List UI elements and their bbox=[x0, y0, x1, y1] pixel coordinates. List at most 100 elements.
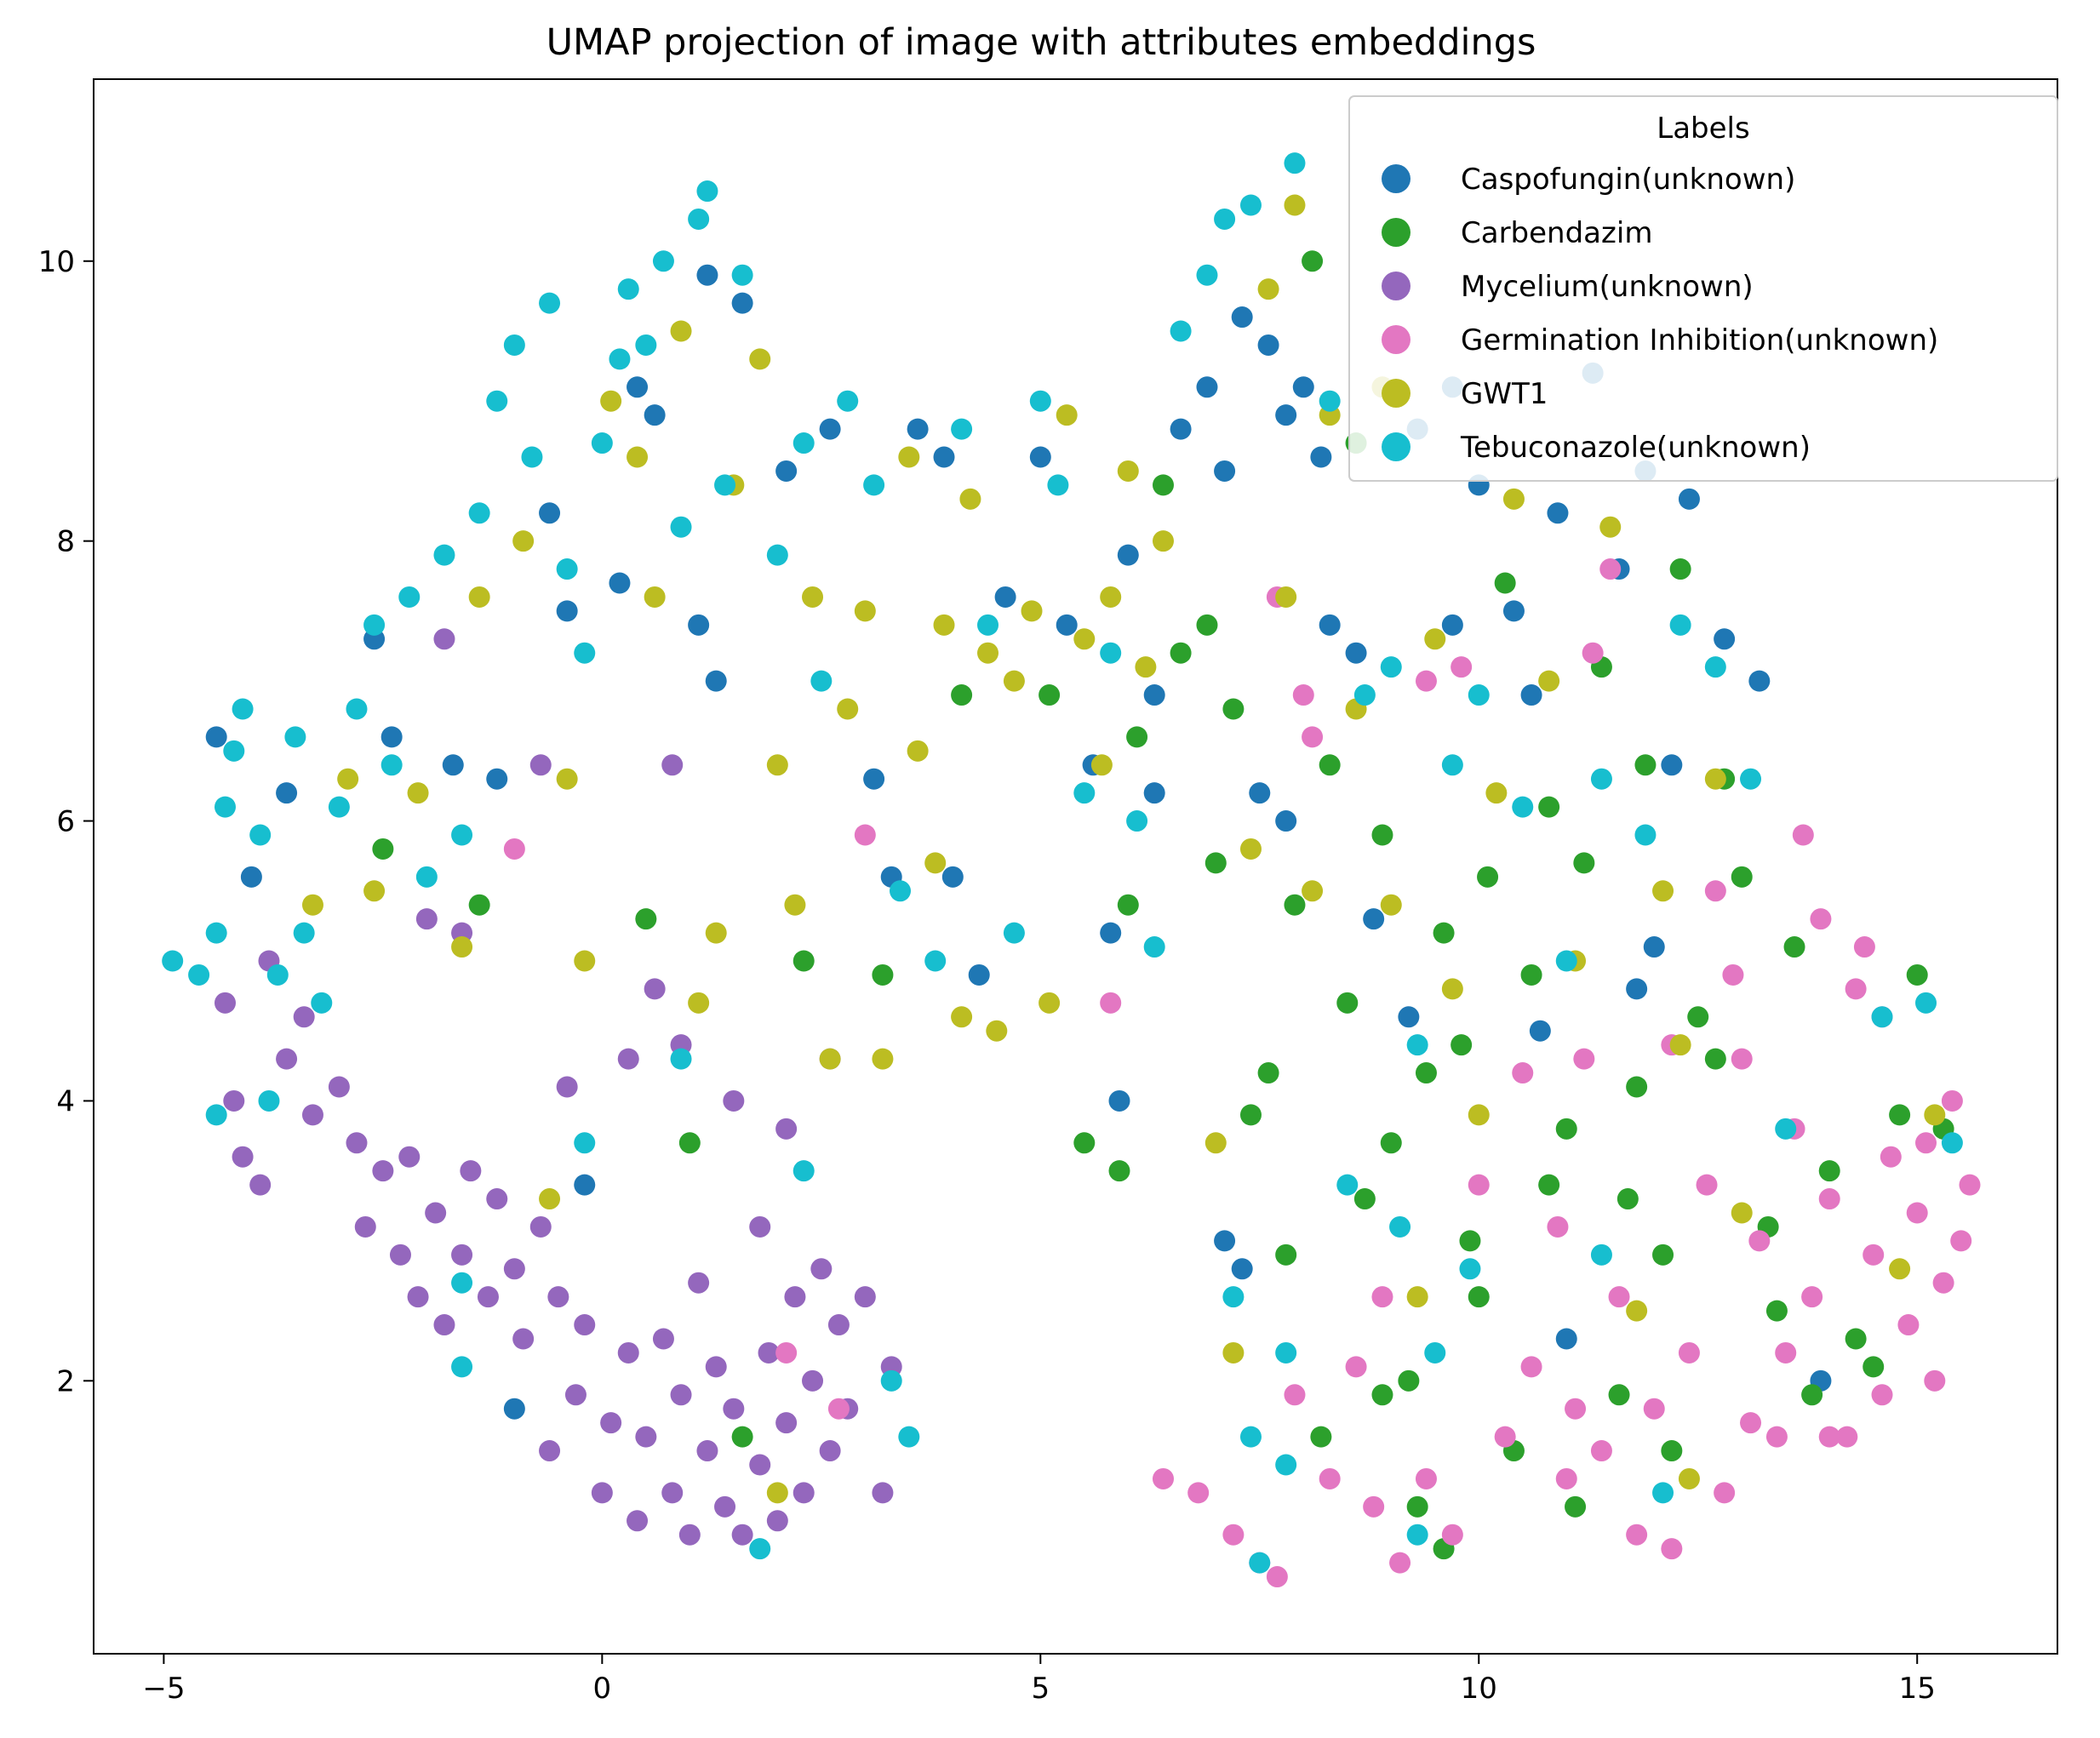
scatter-point bbox=[766, 754, 788, 776]
scatter-point bbox=[503, 1258, 525, 1280]
scatter-point bbox=[381, 754, 403, 776]
scatter-point bbox=[688, 208, 710, 230]
scatter-point bbox=[1371, 1384, 1393, 1406]
scatter-point bbox=[214, 796, 236, 818]
scatter-point bbox=[627, 1510, 649, 1532]
scatter-point bbox=[1100, 586, 1122, 608]
scatter-point bbox=[819, 1440, 841, 1462]
scatter-point bbox=[600, 390, 622, 412]
chart-title: UMAP projection of image with attributes… bbox=[546, 21, 1536, 64]
scatter-point bbox=[1731, 1202, 1753, 1224]
scatter-point bbox=[1029, 390, 1051, 412]
scatter-point bbox=[793, 1160, 815, 1182]
scatter-point bbox=[1468, 1174, 1490, 1196]
y-tick-label: 8 bbox=[56, 525, 75, 559]
scatter-point bbox=[547, 1286, 569, 1308]
scatter-point bbox=[1714, 1482, 1736, 1504]
scatter-point bbox=[1853, 936, 1875, 958]
scatter-point bbox=[1459, 1230, 1481, 1252]
scatter-point bbox=[574, 950, 596, 972]
legend-label: Tebuconazole(unknown) bbox=[1460, 431, 1811, 465]
scatter-point bbox=[521, 446, 543, 468]
plot-frame bbox=[93, 78, 2058, 1655]
scatter-point bbox=[1170, 642, 1192, 664]
scatter-point bbox=[1275, 404, 1297, 426]
scatter-point bbox=[1222, 698, 1245, 720]
scatter-point bbox=[1239, 194, 1262, 216]
scatter-point bbox=[1555, 950, 1577, 972]
scatter-point bbox=[1398, 1369, 1420, 1392]
scatter-point bbox=[723, 1398, 745, 1420]
scatter-point bbox=[503, 334, 525, 356]
scatter-point bbox=[591, 432, 613, 455]
scatter-point bbox=[1239, 1104, 1262, 1126]
scatter-point bbox=[872, 1482, 894, 1504]
scatter-point bbox=[907, 740, 929, 762]
scatter-point bbox=[1696, 1174, 1718, 1196]
scatter-point bbox=[1661, 1440, 1683, 1462]
x-tick-label: 5 bbox=[1031, 1672, 1050, 1706]
scatter-point bbox=[1363, 1495, 1385, 1518]
scatter-point bbox=[1214, 208, 1236, 230]
scatter-point bbox=[389, 1243, 411, 1266]
scatter-point bbox=[609, 348, 631, 370]
scatter-point bbox=[1941, 1089, 1963, 1112]
scatter-point bbox=[977, 642, 999, 664]
scatter-point bbox=[951, 684, 973, 706]
scatter-point bbox=[1292, 684, 1314, 706]
scatter-point bbox=[819, 1048, 841, 1070]
scatter-point bbox=[1143, 936, 1165, 958]
scatter-point bbox=[1906, 963, 1928, 986]
scatter-point bbox=[1880, 1146, 1902, 1168]
scatter-point bbox=[1170, 418, 1192, 440]
scatter-point bbox=[837, 698, 859, 720]
scatter-point bbox=[617, 278, 639, 300]
scatter-point bbox=[486, 390, 508, 412]
scatter-point bbox=[214, 992, 236, 1014]
legend-marker bbox=[1382, 164, 1410, 193]
scatter-point bbox=[1319, 390, 1341, 412]
scatter-point bbox=[898, 1426, 920, 1448]
scatter-point bbox=[415, 866, 438, 888]
scatter-point bbox=[1634, 754, 1657, 776]
scatter-point bbox=[574, 1132, 596, 1154]
scatter-point bbox=[468, 586, 490, 608]
x-tick-label: 10 bbox=[1461, 1672, 1497, 1706]
scatter-point bbox=[1731, 1048, 1753, 1070]
scatter-point bbox=[1336, 1174, 1359, 1196]
scatter-point bbox=[1626, 978, 1648, 1000]
scatter-point bbox=[1959, 1174, 1981, 1196]
scatter-point bbox=[574, 642, 596, 664]
scatter-point bbox=[1100, 992, 1122, 1014]
scatter-point bbox=[1345, 1356, 1367, 1378]
scatter-point bbox=[1801, 1286, 1823, 1308]
scatter-point bbox=[688, 992, 710, 1014]
scatter-point bbox=[880, 1369, 902, 1392]
scatter-point bbox=[1451, 656, 1473, 678]
scatter-point bbox=[627, 446, 649, 468]
scatter-point bbox=[205, 1104, 227, 1126]
scatter-point bbox=[1275, 1454, 1297, 1476]
scatter-point bbox=[766, 544, 788, 566]
y-tick-label: 6 bbox=[56, 805, 75, 839]
scatter-point bbox=[705, 1356, 727, 1378]
scatter-point bbox=[775, 460, 798, 482]
scatter-point bbox=[1222, 1286, 1245, 1308]
scatter-point bbox=[1468, 1286, 1490, 1308]
scatter-point bbox=[644, 404, 666, 426]
scatter-point bbox=[1073, 1132, 1096, 1154]
scatter-point bbox=[1748, 670, 1771, 692]
scatter-point bbox=[1775, 1341, 1797, 1364]
scatter-point bbox=[1520, 963, 1542, 986]
scatter-point bbox=[205, 726, 227, 748]
scatter-point bbox=[644, 978, 666, 1000]
scatter-point bbox=[696, 264, 718, 286]
scatter-point bbox=[1573, 852, 1595, 874]
scatter-point bbox=[1863, 1356, 1885, 1378]
scatter-point bbox=[731, 292, 753, 314]
scatter-point bbox=[1380, 656, 1402, 678]
scatter-point bbox=[1310, 446, 1332, 468]
scatter-point bbox=[1239, 1426, 1262, 1448]
scatter-point bbox=[311, 992, 333, 1014]
scatter-point bbox=[223, 740, 245, 762]
